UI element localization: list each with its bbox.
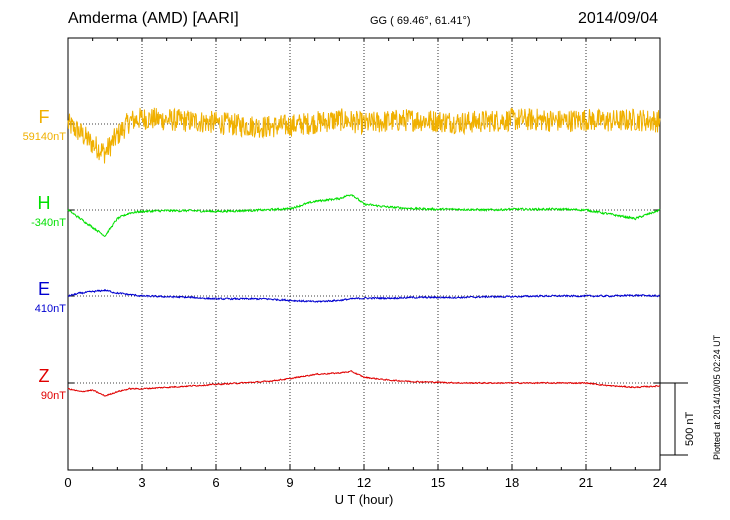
channel-label-h: H — [38, 193, 51, 213]
trace-e — [67, 288, 661, 303]
channel-label-e: E — [38, 279, 50, 299]
station-title: Amderma (AMD) [AARI] — [68, 10, 239, 27]
x-tick-label: 9 — [286, 475, 293, 490]
x-axis-label: U T (hour) — [335, 492, 394, 507]
x-tick-label: 0 — [64, 475, 71, 490]
trace-z — [67, 370, 661, 397]
x-tick-label: 15 — [431, 475, 445, 490]
trace-f — [67, 107, 661, 164]
channel-baseline-h: -340nT — [31, 217, 66, 229]
x-tick-label: 21 — [579, 475, 593, 490]
x-tick-label: 6 — [212, 475, 219, 490]
observation-date: 2014/09/04 — [578, 10, 659, 27]
channel-label-z: Z — [39, 366, 50, 386]
channel-baseline-e: 410nT — [35, 303, 66, 315]
trace-h — [67, 194, 661, 237]
x-tick-label: 24 — [653, 475, 667, 490]
x-tick-label: 3 — [138, 475, 145, 490]
scale-bar-label: 500 nT — [684, 411, 696, 446]
station-coordinates: GG ( 69.46°, 61.41°) — [370, 15, 471, 27]
channel-baseline-f: 59140nT — [23, 131, 67, 143]
x-tick-label: 18 — [505, 475, 519, 490]
x-tick-label: 12 — [357, 475, 371, 490]
channel-baseline-z: 90nT — [41, 390, 66, 402]
channel-label-f: F — [39, 107, 50, 127]
